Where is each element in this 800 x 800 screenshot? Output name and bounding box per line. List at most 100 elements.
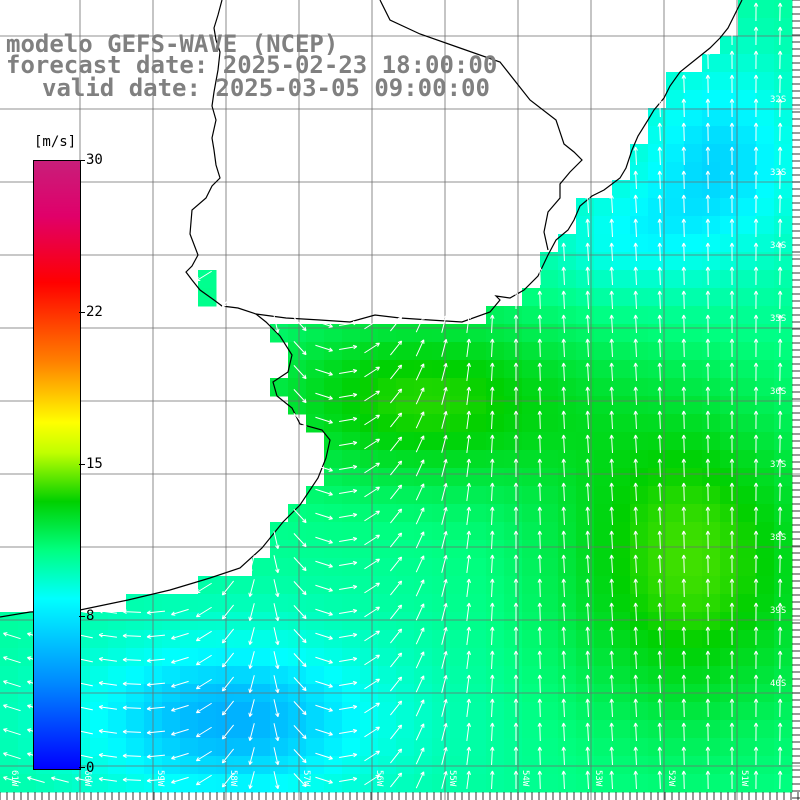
wind-cell [450,738,469,757]
wind-cell [450,504,469,523]
wind-arrow [657,458,663,478]
wind-cell [594,360,613,379]
wind-arrow [273,771,280,790]
wind-arrow [98,656,117,662]
wind-cell [684,522,703,541]
latitude-label: 33S [770,168,786,178]
wind-cell [396,738,415,757]
wind-arrow [248,627,255,646]
wind-cell [738,144,757,163]
wind-cell [126,774,145,793]
wind-cell [198,720,217,739]
wind-arrow [777,50,783,70]
wind-cell [306,396,325,415]
wind-cell [324,720,343,739]
wind-cell [540,522,559,541]
wind-arrow [364,582,380,594]
wind-cell [630,558,649,577]
wind-cell [288,378,307,397]
wind-arrow [777,26,783,46]
wind-cell [756,522,775,541]
wind-arrow [657,266,663,286]
wind-cell [558,450,577,469]
wind-cell [18,738,37,757]
wind-cell [306,486,325,505]
wind-cell [648,594,667,613]
wind-arrow [490,602,495,622]
wind-cell [702,90,721,109]
wind-arrow [273,675,280,694]
wind-arrow [389,364,403,380]
wind-arrow [441,362,448,381]
wind-cell [126,666,145,685]
wind-arrow [609,578,614,598]
wind-cell [594,234,613,253]
wind-cell [558,702,577,721]
wind-arrow [681,146,687,166]
wind-cell [774,468,793,487]
wind-cell [324,756,343,775]
wind-cell [162,756,181,775]
wind-cell [450,468,469,487]
wind-cell [756,450,775,469]
wind-arrow [490,482,495,502]
wind-cell [774,108,793,127]
wind-arrow [777,98,783,118]
wind-cell [306,342,325,361]
wind-cell [504,468,523,487]
wind-cell [612,468,631,487]
wind-cell [756,54,775,73]
wind-cell [306,522,325,541]
wind-cell [450,378,469,397]
wind-arrow [561,578,566,598]
wind-arrow [248,723,255,742]
wind-cell [738,36,757,55]
wind-arrow [705,170,711,190]
wind-arrow [561,650,566,670]
wind-cell [378,378,397,397]
wind-cell [594,252,613,271]
wind-cell [486,450,505,469]
wind-cell [576,378,595,397]
wind-cell [252,720,271,739]
wind-cell [594,738,613,757]
wind-cell [720,180,739,199]
wind-arrow [681,554,687,574]
wind-arrow [705,434,711,454]
wind-cell [180,774,199,793]
wind-arrow [561,290,566,310]
wind-cell [486,648,505,667]
wind-cell [558,396,577,415]
wind-cell [324,360,343,379]
wind-cell [666,504,685,523]
wind-cell [738,486,757,505]
wind-cell [648,270,667,289]
wind-cell [756,486,775,505]
wind-arrow [315,632,333,640]
wind-cell [576,432,595,451]
wind-cell [522,666,541,685]
wind-arrow [441,578,448,597]
wind-arrow [315,680,333,688]
wind-cell [306,738,325,757]
wind-arrow [490,338,495,358]
wind-cell [558,738,577,757]
wind-cell [450,576,469,595]
wind-cell [720,630,739,649]
wind-arrow [633,650,638,670]
wind-arrow [561,410,566,430]
wind-cell [396,324,415,343]
wind-arrow [681,626,687,646]
wind-cell [198,666,217,685]
wind-cell [378,630,397,649]
wind-cell [702,396,721,415]
wind-arrow [466,386,471,405]
wind-arrow [221,292,235,308]
wind-arrow [705,410,711,430]
wind-cell [756,414,775,433]
wind-cell [504,396,523,415]
wind-arrow [513,770,519,790]
wind-cell [342,774,361,793]
wind-cell [630,234,649,253]
wind-arrow [753,698,759,718]
